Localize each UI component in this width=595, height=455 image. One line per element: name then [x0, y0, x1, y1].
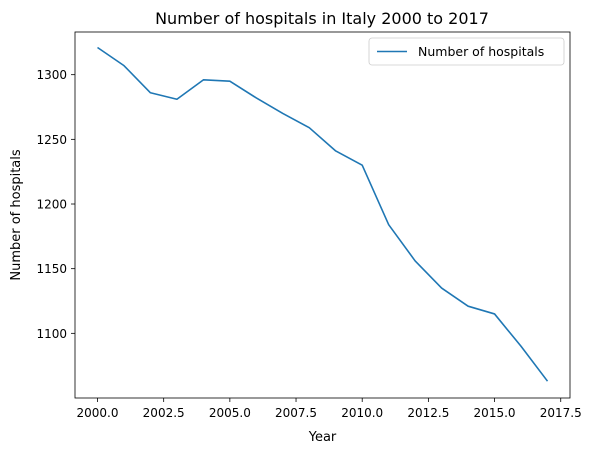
x-axis: 2000.0 2002.5 2005.0 2007.5 2010.0 2012.5 2015… [77, 398, 582, 420]
y-tick-label: 1250 [36, 133, 67, 147]
legend: Number of hospitals [368, 37, 565, 66]
x-tick-label: 2002.5 [143, 406, 185, 420]
plot-area: 2000.0 2002.5 2005.0 2007.5 2010.0 2012.5 2015… [36, 31, 582, 420]
y-tick-label: 1100 [36, 327, 67, 341]
y-axis: 1100 1150 1200 1250 1300 [36, 68, 75, 341]
x-tick-label: 2015.0 [474, 406, 516, 420]
legend-label: Number of hospitals [418, 44, 544, 59]
x-tick-label: 2017.5 [540, 406, 582, 420]
x-tick-label: 2007.5 [275, 406, 317, 420]
x-tick-label: 2000.0 [77, 406, 119, 420]
axes-frame [74, 31, 571, 399]
series-line-number-of-hospitals [97, 46, 549, 382]
x-axis-label: Year [308, 430, 337, 445]
x-tick-label: 2012.5 [407, 406, 449, 420]
legend-box [368, 37, 565, 66]
y-tick-label: 1200 [36, 198, 67, 212]
y-axis-label: Number of hospitals [9, 149, 24, 281]
y-tick-label: 1300 [36, 68, 67, 82]
x-tick-label: 2005.0 [209, 406, 251, 420]
chart-title: Number of hospitals in Italy 2000 to 201… [155, 9, 489, 28]
y-tick-label: 1150 [36, 262, 67, 276]
x-tick-label: 2010.0 [341, 406, 383, 420]
